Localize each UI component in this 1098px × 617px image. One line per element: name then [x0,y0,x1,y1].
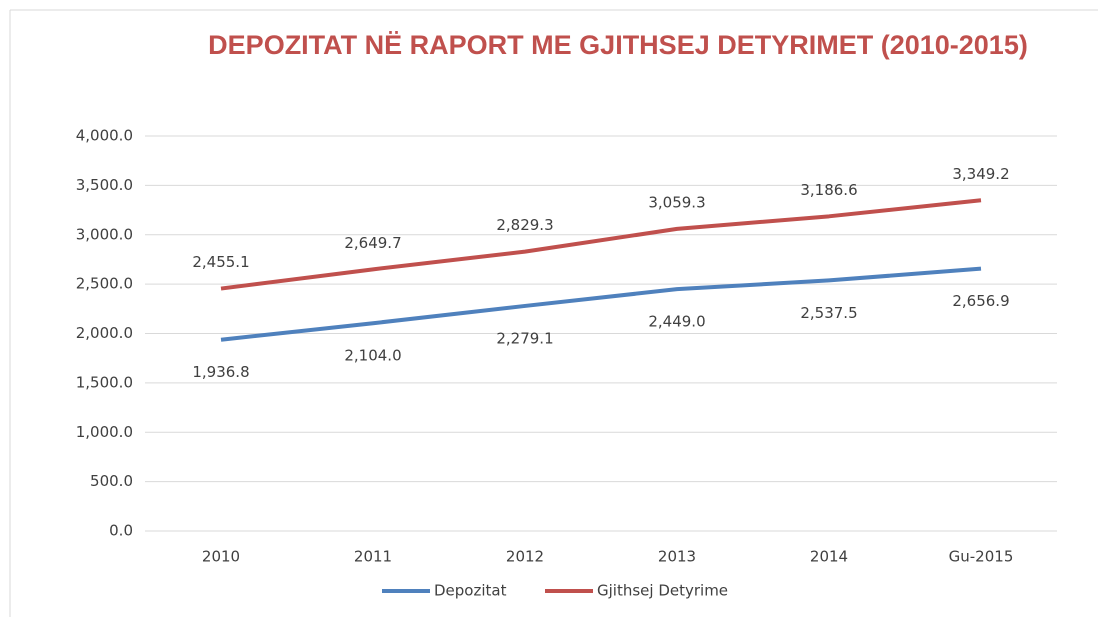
y-tick-label: 3,000.0 [76,225,133,243]
series-line [220,266,982,342]
x-tick-label: 2014 [810,548,848,566]
data-label: 2,829.3 [496,216,553,234]
legend-label: Gjithsej Detyrime [597,582,728,600]
x-tick-label: 2011 [354,548,392,566]
chart-title: DEPOZITAT NË RAPORT ME GJITHSEJ DETYRIME… [208,30,1028,60]
data-label: 3,059.3 [648,193,705,211]
data-label: 3,186.6 [800,181,857,199]
data-label: 2,656.9 [952,292,1009,310]
x-tick-label: 2012 [506,548,544,566]
y-tick-label: 3,500.0 [76,176,133,194]
y-tick-label: 500.0 [90,472,133,490]
x-tick-label: Gu-2015 [949,548,1014,566]
data-label: 2,104.0 [344,347,401,365]
data-label: 2,279.1 [496,329,553,347]
y-tick-label: 4,000.0 [76,127,133,145]
y-tick-label: 1,500.0 [76,373,133,391]
series-line [220,198,982,291]
data-label: 2,649.7 [344,234,401,252]
data-label: 2,537.5 [800,304,857,322]
y-tick-label: 2,000.0 [76,324,133,342]
data-label: 3,349.2 [952,165,1009,183]
x-tick-label: 2013 [658,548,696,566]
x-tick-label: 2010 [202,548,240,566]
data-label: 1,936.8 [192,363,249,381]
y-tick-label: 2,500.0 [76,275,133,293]
data-label: 2,449.0 [648,313,705,331]
legend-label: Depozitat [434,582,507,600]
y-tick-label: 1,000.0 [76,423,133,441]
data-label: 2,455.1 [192,253,249,271]
y-tick-label: 0.0 [109,522,133,540]
